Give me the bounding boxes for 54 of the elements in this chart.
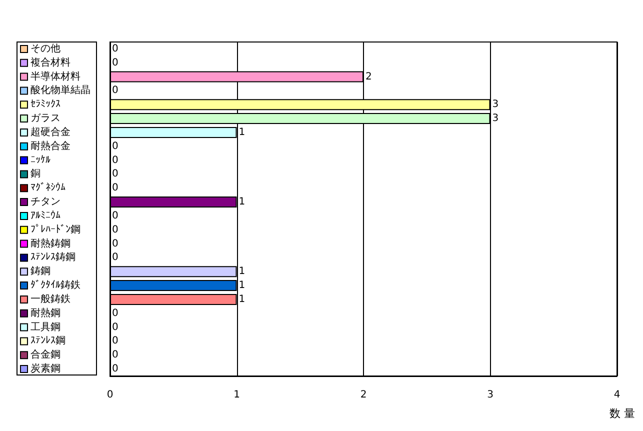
legend-label: ﾆｯｹﾙ	[30, 154, 50, 166]
legend-label: 工具鋼	[30, 322, 60, 333]
data-label: 0	[112, 57, 118, 68]
legend-label: ﾀﾞｸﾀｲﾙ鋳鉄	[30, 279, 80, 292]
legend-label: 耐熱鋳鋼	[30, 237, 70, 250]
data-label: 1	[238, 266, 246, 278]
legend-label: ｽﾃﾝﾚｽ鋼	[30, 336, 66, 347]
data-label: 0	[112, 43, 118, 54]
legend-label: 超硬合金	[30, 126, 70, 138]
x-axis-title: 数 量	[610, 407, 636, 420]
data-label: 0	[112, 140, 118, 152]
data-label: 0	[112, 154, 118, 166]
data-label: 3	[492, 113, 499, 124]
x-tick-label: 1	[234, 390, 240, 400]
data-label: 1	[238, 196, 246, 208]
legend-label: ｾﾗﾐｯｸｽ	[30, 99, 60, 110]
legend-label: 銅	[30, 168, 40, 180]
data-label: 0	[112, 224, 118, 236]
legend-label: 炭素鋼	[30, 362, 60, 375]
data-label: 2	[366, 71, 372, 82]
data-label: 3	[492, 99, 499, 110]
x-tick-label: 2	[360, 390, 367, 400]
legend-label: ﾏｸﾞﾈｼｳﾑ	[30, 182, 66, 194]
data-label: 0	[112, 364, 118, 375]
data-label: 0	[112, 252, 118, 264]
legend-label: 複合材料	[30, 56, 70, 68]
x-tick-label: 4	[614, 390, 620, 400]
legend-label: 耐熱鋼	[30, 306, 60, 319]
legend-label: 酸化物単結晶	[30, 84, 90, 96]
legend-label: ガラス	[30, 113, 60, 124]
legend-label: ｽﾃﾝﾚｽ鋳鋼	[30, 252, 76, 264]
legend-label: ｱﾙﾐﾆｳﾑ	[30, 210, 60, 222]
data-label: 1	[238, 294, 246, 305]
x-tick-label: 0	[106, 390, 114, 400]
x-tick-label: 3	[487, 390, 494, 400]
legend-label: 半導体材料	[30, 70, 80, 82]
data-label: 0	[112, 238, 118, 250]
data-label: 0	[112, 85, 118, 96]
legend-label: チタン	[30, 196, 60, 208]
data-label: 0	[112, 350, 118, 361]
legend-label: ﾌﾟﾚﾊｰﾄﾞﾝ鋼	[30, 223, 80, 236]
data-label: 0	[112, 322, 118, 333]
data-label: 1	[238, 280, 246, 292]
legend-label: 一般鋳鉄	[30, 292, 70, 305]
data-label: 0	[112, 168, 118, 180]
legend-label: 耐熱合金	[30, 140, 70, 152]
data-label: 1	[238, 126, 246, 138]
data-label: 0	[112, 210, 118, 222]
data-label: 0	[112, 308, 118, 319]
data-label: 0	[112, 182, 118, 194]
legend-label: その他	[30, 42, 60, 54]
data-label: 0	[112, 336, 118, 347]
legend-label: 鋳鋼	[30, 266, 50, 278]
legend-label: 合金鋼	[30, 348, 60, 361]
